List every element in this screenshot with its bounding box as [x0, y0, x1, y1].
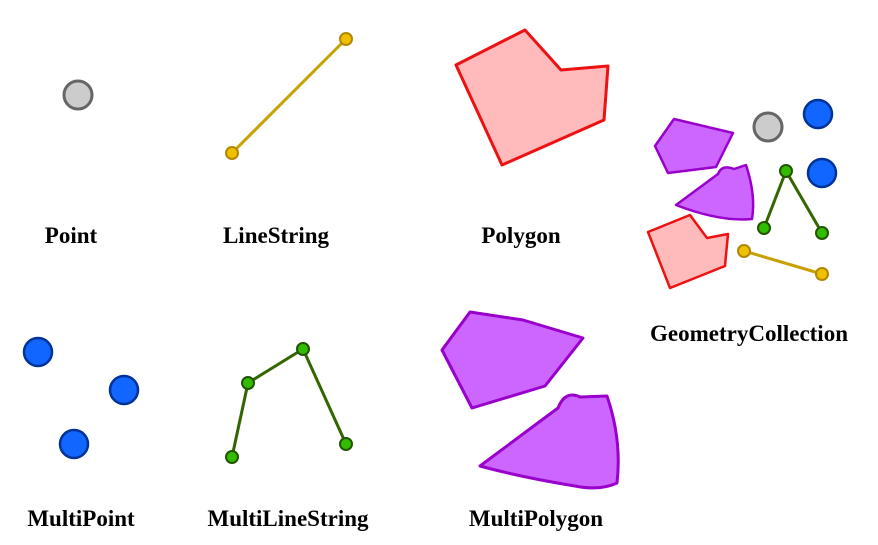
- multipolygon-geometry: [440, 310, 620, 490]
- linestring-geometry: [225, 32, 353, 160]
- multilinestring-geometry: [225, 342, 353, 464]
- multilinestring-vertex: [339, 437, 353, 451]
- point-geometry: [62, 79, 94, 111]
- polygon-shape: [454, 28, 610, 167]
- multilinestring-line: [230, 347, 348, 458]
- geometrycollection-geometry: [646, 98, 838, 290]
- point-marker: [62, 79, 94, 111]
- collection-point: [752, 111, 784, 143]
- collection-multilinestring-vertex: [779, 164, 793, 178]
- label-geometrycollection: GeometryCollection: [650, 321, 848, 346]
- multipoint-item: [22, 336, 54, 368]
- collection-multilinestring-vertex: [757, 221, 771, 235]
- collection-multipoint-item: [806, 157, 838, 189]
- collection-linestring-vertex: [815, 267, 829, 281]
- collection-linestring-vertex: [737, 244, 751, 258]
- multilinestring-vertex: [225, 450, 239, 464]
- label-polygon: Polygon: [481, 223, 561, 248]
- multipoint-item: [58, 428, 90, 460]
- collection-multilinestring-vertex: [815, 226, 829, 240]
- linestring-vertex: [339, 32, 353, 46]
- collection-multipolygon-part: [674, 163, 755, 221]
- multipoint-geometry: [22, 336, 140, 460]
- label-point: Point: [44, 223, 98, 248]
- multilinestring-vertex: [241, 376, 255, 390]
- label-multipoint: MultiPoint: [27, 506, 135, 531]
- collection-multipoint-item: [802, 98, 834, 130]
- label-multipolygon: MultiPolygon: [468, 506, 604, 531]
- label-multilinestring: MultiLineString: [207, 506, 369, 531]
- polygon-geometry: [454, 28, 610, 167]
- linestring-segment: [230, 37, 348, 155]
- label-linestring: LineString: [222, 223, 330, 248]
- multipoint-item: [108, 374, 140, 406]
- multilinestring-vertex: [296, 342, 310, 356]
- collection-multipolygon-part: [653, 117, 735, 175]
- multipolygon-part: [478, 393, 620, 490]
- collection-polygon: [646, 213, 730, 290]
- linestring-vertex: [225, 146, 239, 160]
- multipolygon-part: [440, 310, 585, 410]
- collection-linestring: [743, 249, 823, 276]
